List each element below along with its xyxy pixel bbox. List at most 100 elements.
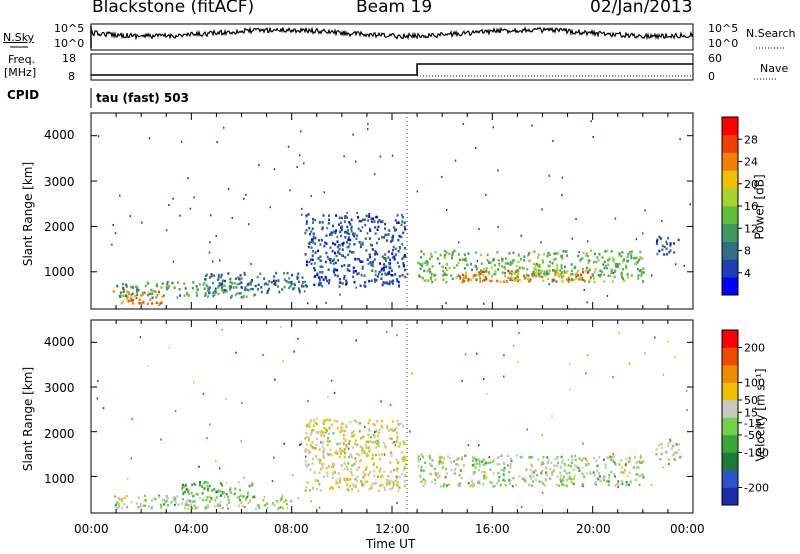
- power-data-cell: [434, 278, 437, 282]
- power-data-cell: [204, 274, 207, 278]
- velocity-colorbar-tick-label: -15: [744, 417, 762, 430]
- velocity-noise-cell: [130, 457, 133, 460]
- velocity-data-cell: [322, 419, 325, 422]
- velocity-data-cell: [330, 453, 333, 457]
- power-data-cell: [566, 254, 569, 257]
- velocity-data-cell: [195, 492, 198, 496]
- velocity-data-cell: [219, 500, 222, 504]
- velocity-data-cell: [369, 471, 372, 474]
- velocity-data-cell: [257, 504, 260, 507]
- power-data-cell: [484, 275, 487, 279]
- velocity-data-cell: [219, 504, 221, 507]
- velocity-noise-cell: [361, 452, 363, 455]
- power-noise-cell: [416, 190, 419, 193]
- power-noise-cell: [373, 173, 376, 176]
- power-data-cell: [573, 278, 576, 282]
- velocity-data-cell: [478, 459, 481, 463]
- power-data-cell: [359, 259, 362, 263]
- power-data-cell: [551, 261, 554, 265]
- velocity-data-cell: [417, 460, 420, 463]
- power-data-cell: [343, 264, 346, 267]
- power-data-cell: [257, 283, 260, 287]
- power-data-cell: [327, 257, 330, 260]
- power-data-cell: [594, 268, 597, 271]
- velocity-data-cell: [592, 471, 595, 474]
- power-data-cell: [511, 277, 514, 280]
- power-data-cell: [310, 246, 313, 249]
- velocity-data-cell: [384, 444, 386, 447]
- velocity-data-cell: [163, 503, 166, 506]
- power-data-cell: [642, 280, 645, 283]
- power-data-cell: [389, 258, 392, 262]
- velocity-data-cell: [567, 477, 570, 480]
- power-data-cell: [482, 279, 484, 283]
- velocity-data-cell: [244, 499, 247, 502]
- power-data-cell: [480, 262, 483, 265]
- power-data-cell: [352, 266, 355, 269]
- velocity-data-cell: [206, 496, 209, 499]
- power-data-cell: [556, 267, 559, 270]
- velocity-data-cell: [181, 487, 184, 490]
- power-data-cell: [289, 281, 292, 284]
- power-noise-cell: [367, 122, 369, 125]
- power-data-cell: [434, 273, 437, 277]
- velocity-data-cell: [435, 474, 438, 478]
- velocity-data-cell: [556, 456, 559, 459]
- velocity-data-cell: [401, 459, 404, 462]
- velocity-data-cell: [442, 462, 445, 465]
- velocity-data-cell: [114, 503, 117, 507]
- velocity-data-cell: [475, 462, 478, 465]
- velocity-data-cell: [447, 455, 449, 458]
- power-data-cell: [364, 223, 367, 227]
- velocity-data-cell: [593, 474, 596, 477]
- power-data-cell: [509, 271, 512, 275]
- power-data-cell: [554, 273, 557, 277]
- power-data-cell: [214, 290, 217, 293]
- power-data-cell: [470, 262, 473, 266]
- velocity-data-cell: [587, 463, 590, 466]
- velocity-data-cell: [194, 507, 197, 510]
- velocity-data-cell: [135, 502, 138, 505]
- power-data-cell: [127, 299, 130, 303]
- velocity-data-cell: [208, 484, 211, 488]
- power-data-cell: [283, 285, 286, 289]
- power-data-cell: [357, 227, 360, 231]
- velocity-data-cell: [340, 452, 343, 456]
- velocity-noise-cell: [168, 346, 171, 349]
- velocity-data-cell: [182, 498, 184, 501]
- velocity-data-cell: [361, 447, 364, 450]
- velocity-data-cell: [223, 495, 226, 498]
- velocity-data-cell: [521, 455, 524, 459]
- velocity-data-cell: [481, 460, 484, 463]
- power-data-cell: [116, 284, 119, 288]
- velocity-data-cell: [199, 481, 201, 484]
- power-data-cell: [570, 278, 573, 282]
- power-data-cell: [341, 282, 344, 285]
- velocity-data-cell: [182, 492, 185, 496]
- velocity-noise-cell: [566, 479, 568, 482]
- velocity-data-cell: [563, 483, 566, 487]
- power-data-cell: [612, 260, 615, 263]
- velocity-data-cell: [191, 507, 194, 510]
- velocity-data-cell: [529, 475, 532, 478]
- power-data-cell: [359, 229, 362, 233]
- power-noise-cell: [445, 208, 448, 211]
- power-data-cell: [532, 262, 535, 265]
- velocity-data-cell: [469, 484, 472, 488]
- velocity-data-cell: [503, 470, 506, 473]
- velocity-data-cell: [439, 455, 442, 458]
- power-data-cell: [364, 237, 367, 240]
- power-data-cell: [578, 278, 580, 281]
- power-data-cell: [340, 226, 342, 229]
- power-data-cell: [268, 287, 270, 291]
- velocity-data-cell: [357, 466, 360, 469]
- power-data-cell: [325, 251, 328, 255]
- power-data-cell: [278, 290, 281, 294]
- velocity-noise-cell: [316, 417, 318, 420]
- velocity-data-cell: [167, 504, 169, 507]
- velocity-data-cell: [324, 428, 327, 431]
- velocity-noise-cell: [383, 453, 386, 456]
- power-data-cell: [511, 261, 514, 265]
- velocity-data-cell: [342, 442, 345, 445]
- power-colorbar-tick-label: 28: [744, 133, 758, 146]
